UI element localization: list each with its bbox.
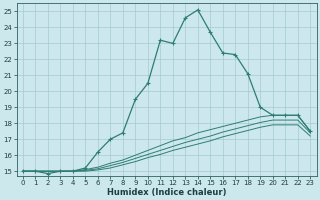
X-axis label: Humidex (Indice chaleur): Humidex (Indice chaleur)	[107, 188, 226, 197]
